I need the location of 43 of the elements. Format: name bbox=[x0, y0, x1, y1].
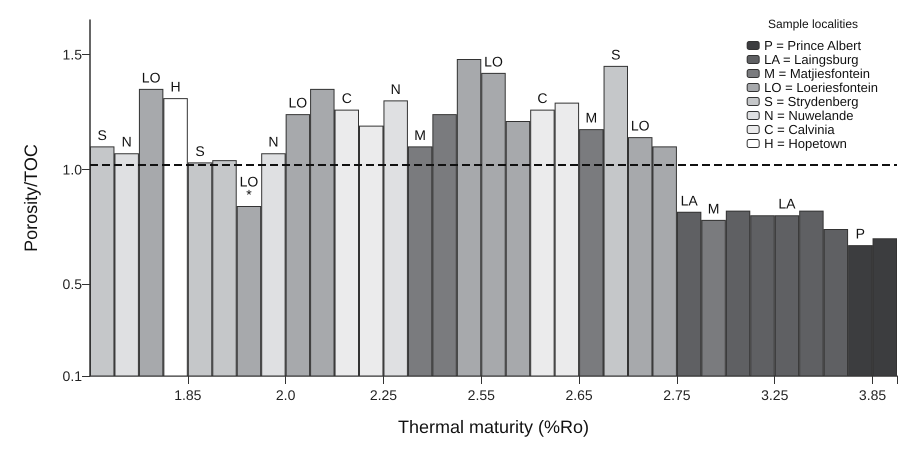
data-label: LO * bbox=[240, 174, 258, 203]
data-label: P bbox=[856, 226, 865, 242]
data-label: H bbox=[170, 78, 181, 95]
legend-label: LO = Loeriesfontein bbox=[764, 80, 878, 95]
y-tick-label: 0.5 bbox=[62, 276, 82, 292]
legend-label: N = Nuwelande bbox=[764, 108, 854, 123]
x-tick-label: 3.85 bbox=[858, 387, 886, 403]
legend-label: M = Matjiesfontein bbox=[764, 66, 870, 81]
y-tick-label: 1.5 bbox=[62, 46, 82, 62]
data-label: N bbox=[122, 134, 132, 150]
legend-label: P = Prince Albert bbox=[764, 38, 862, 53]
data-label: S bbox=[611, 46, 620, 62]
data-label: C bbox=[342, 90, 352, 106]
legend-label: H = Hopetown bbox=[764, 136, 847, 151]
data-label: LO bbox=[484, 53, 503, 70]
data-label: M bbox=[708, 200, 720, 216]
legend-label: S = Strydenberg bbox=[764, 94, 858, 109]
x-tick-label: 2.25 bbox=[370, 387, 398, 403]
x-tick-label: 2.65 bbox=[565, 387, 593, 403]
data-label: N bbox=[268, 134, 278, 150]
data-label: M bbox=[414, 126, 426, 143]
x-tick-label: 2.55 bbox=[468, 387, 496, 403]
data-label: LA bbox=[680, 192, 698, 208]
data-label: M bbox=[585, 110, 598, 126]
y-axis-title: Porosity/TOC bbox=[21, 144, 41, 252]
y-tick-label: 1.0 bbox=[62, 161, 82, 178]
x-tick-label: 1.85 bbox=[174, 387, 202, 403]
data-label: LO bbox=[630, 118, 650, 134]
y-tick-label: 0.1 bbox=[62, 368, 82, 384]
data-label: S bbox=[98, 126, 107, 143]
data-label: C bbox=[537, 90, 548, 106]
x-tick-label: 2.0 bbox=[276, 387, 296, 403]
x-axis-title: Thermal maturity (%Ro) bbox=[398, 417, 590, 437]
x-tick-label: 2.75 bbox=[663, 387, 691, 403]
data-label: LA bbox=[778, 196, 796, 212]
data-label: S bbox=[195, 142, 205, 159]
data-label: LO bbox=[288, 94, 308, 111]
legend-title: Sample localities bbox=[768, 17, 858, 31]
x-tick-label: 3.25 bbox=[761, 387, 789, 403]
legend-label: C = Calvinia bbox=[764, 122, 836, 137]
data-label: N bbox=[390, 80, 401, 97]
legend-label: LA = Laingsburg bbox=[764, 52, 858, 67]
data-label: LO bbox=[142, 69, 161, 86]
